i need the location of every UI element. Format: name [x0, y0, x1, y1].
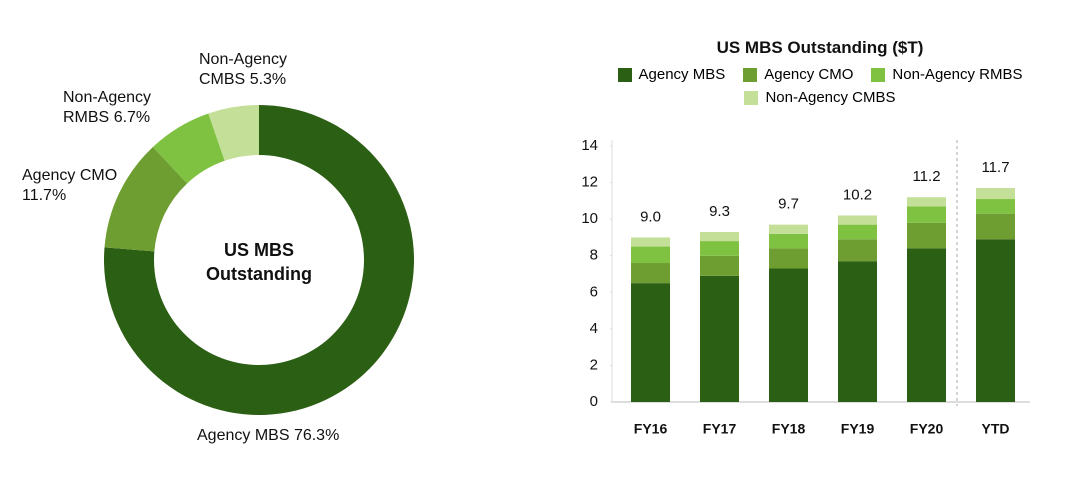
slice-name: Agency MBS: [197, 427, 290, 444]
bar-segment: [631, 263, 670, 284]
slice-name: Non-Agency RMBS: [63, 89, 152, 126]
bar-segment: [631, 237, 670, 247]
legend-label: Agency CMO: [764, 66, 854, 83]
x-tick-label: FY20: [910, 421, 944, 437]
bar-segment: [838, 215, 877, 225]
x-tick-label: YTD: [982, 421, 1010, 437]
total-label: 10.2: [843, 186, 872, 203]
chart-title: US MBS Outstanding ($T): [716, 38, 924, 57]
bar-segment: [700, 255, 739, 276]
bar-segment: [976, 213, 1015, 240]
bar-segment: [769, 233, 808, 249]
legend-label: Non-Agency CMBS: [765, 89, 896, 106]
legend-swatch: [743, 67, 758, 82]
bar-segment: [976, 239, 1015, 402]
bar-segment: [907, 197, 946, 207]
legend-label: Non-Agency RMBS: [892, 66, 1023, 83]
y-tick-label: 0: [590, 393, 598, 410]
slice-value: 11.7%: [22, 187, 67, 204]
total-label: 9.7: [778, 196, 799, 213]
y-tick-label: 12: [581, 174, 598, 191]
bar-segment: [976, 199, 1015, 214]
slice-label: Non-Agency RMBS 6.7%: [63, 88, 173, 128]
bar-segment: [700, 231, 739, 242]
slice-value: 5.3%: [249, 71, 287, 88]
bar-segment: [907, 222, 946, 249]
legend-label: Agency MBS: [638, 66, 726, 83]
legend-item: Non-Agency CMBS: [744, 89, 896, 106]
legend-swatch: [871, 67, 886, 82]
donut-slice: [103, 105, 414, 415]
donut-slice: [208, 105, 259, 161]
bar-segment: [838, 224, 877, 240]
total-label: 9.0: [640, 208, 661, 225]
legend-swatch: [744, 90, 759, 105]
bar-segment: [769, 224, 808, 234]
slice-value: 76.3%: [293, 427, 340, 444]
slice-label: Agency MBS 76.3%: [197, 426, 397, 446]
total-label: 11.2: [912, 168, 940, 185]
donut-center-label: US MBS Outstanding: [206, 240, 312, 284]
bar-segment: [631, 246, 670, 264]
bar-segment: [700, 241, 739, 256]
legend-item: Agency MBS: [617, 66, 726, 83]
donut-slice: [152, 113, 225, 184]
legend-item: Non-Agency RMBS: [871, 66, 1022, 83]
slice-name: Agency CMO: [22, 167, 118, 184]
bar-segment: [631, 283, 670, 402]
y-tick-label: 2: [590, 356, 598, 373]
y-tick-label: 14: [581, 137, 598, 154]
y-tick-label: 4: [590, 320, 598, 337]
bar-segment: [700, 275, 739, 402]
x-tick-label: FY18: [772, 421, 806, 437]
bar-segment: [976, 188, 1015, 200]
bar-segment: [907, 206, 946, 223]
slice-value: 6.7%: [113, 109, 151, 126]
total-label: 9.3: [709, 203, 730, 220]
x-tick-label: FY16: [634, 421, 668, 437]
legend-item: Agency CMO: [743, 66, 853, 83]
slice-label: Non-Agency CMBS 5.3%: [199, 50, 309, 90]
slice-name: Non-Agency CMBS: [199, 51, 288, 88]
bar-segment: [838, 261, 877, 402]
donut-slice: [104, 147, 188, 252]
bar-segment: [769, 248, 808, 269]
x-tick-label: FY17: [703, 421, 737, 437]
slice-label: Agency CMO 11.7%: [22, 166, 132, 206]
y-tick-label: 8: [590, 247, 598, 264]
total-label: 11.7: [981, 159, 1009, 176]
y-tick-label: 6: [590, 283, 598, 300]
bar-segment: [769, 268, 808, 402]
x-tick-label: FY19: [841, 421, 875, 437]
legend: Agency MBS Agency CMO Non-Agency RMBS Non-A…: [580, 66, 1060, 106]
bar-segment: [838, 239, 877, 262]
legend-swatch: [617, 67, 632, 82]
bar-segment: [907, 248, 946, 402]
y-tick-label: 10: [581, 210, 598, 227]
